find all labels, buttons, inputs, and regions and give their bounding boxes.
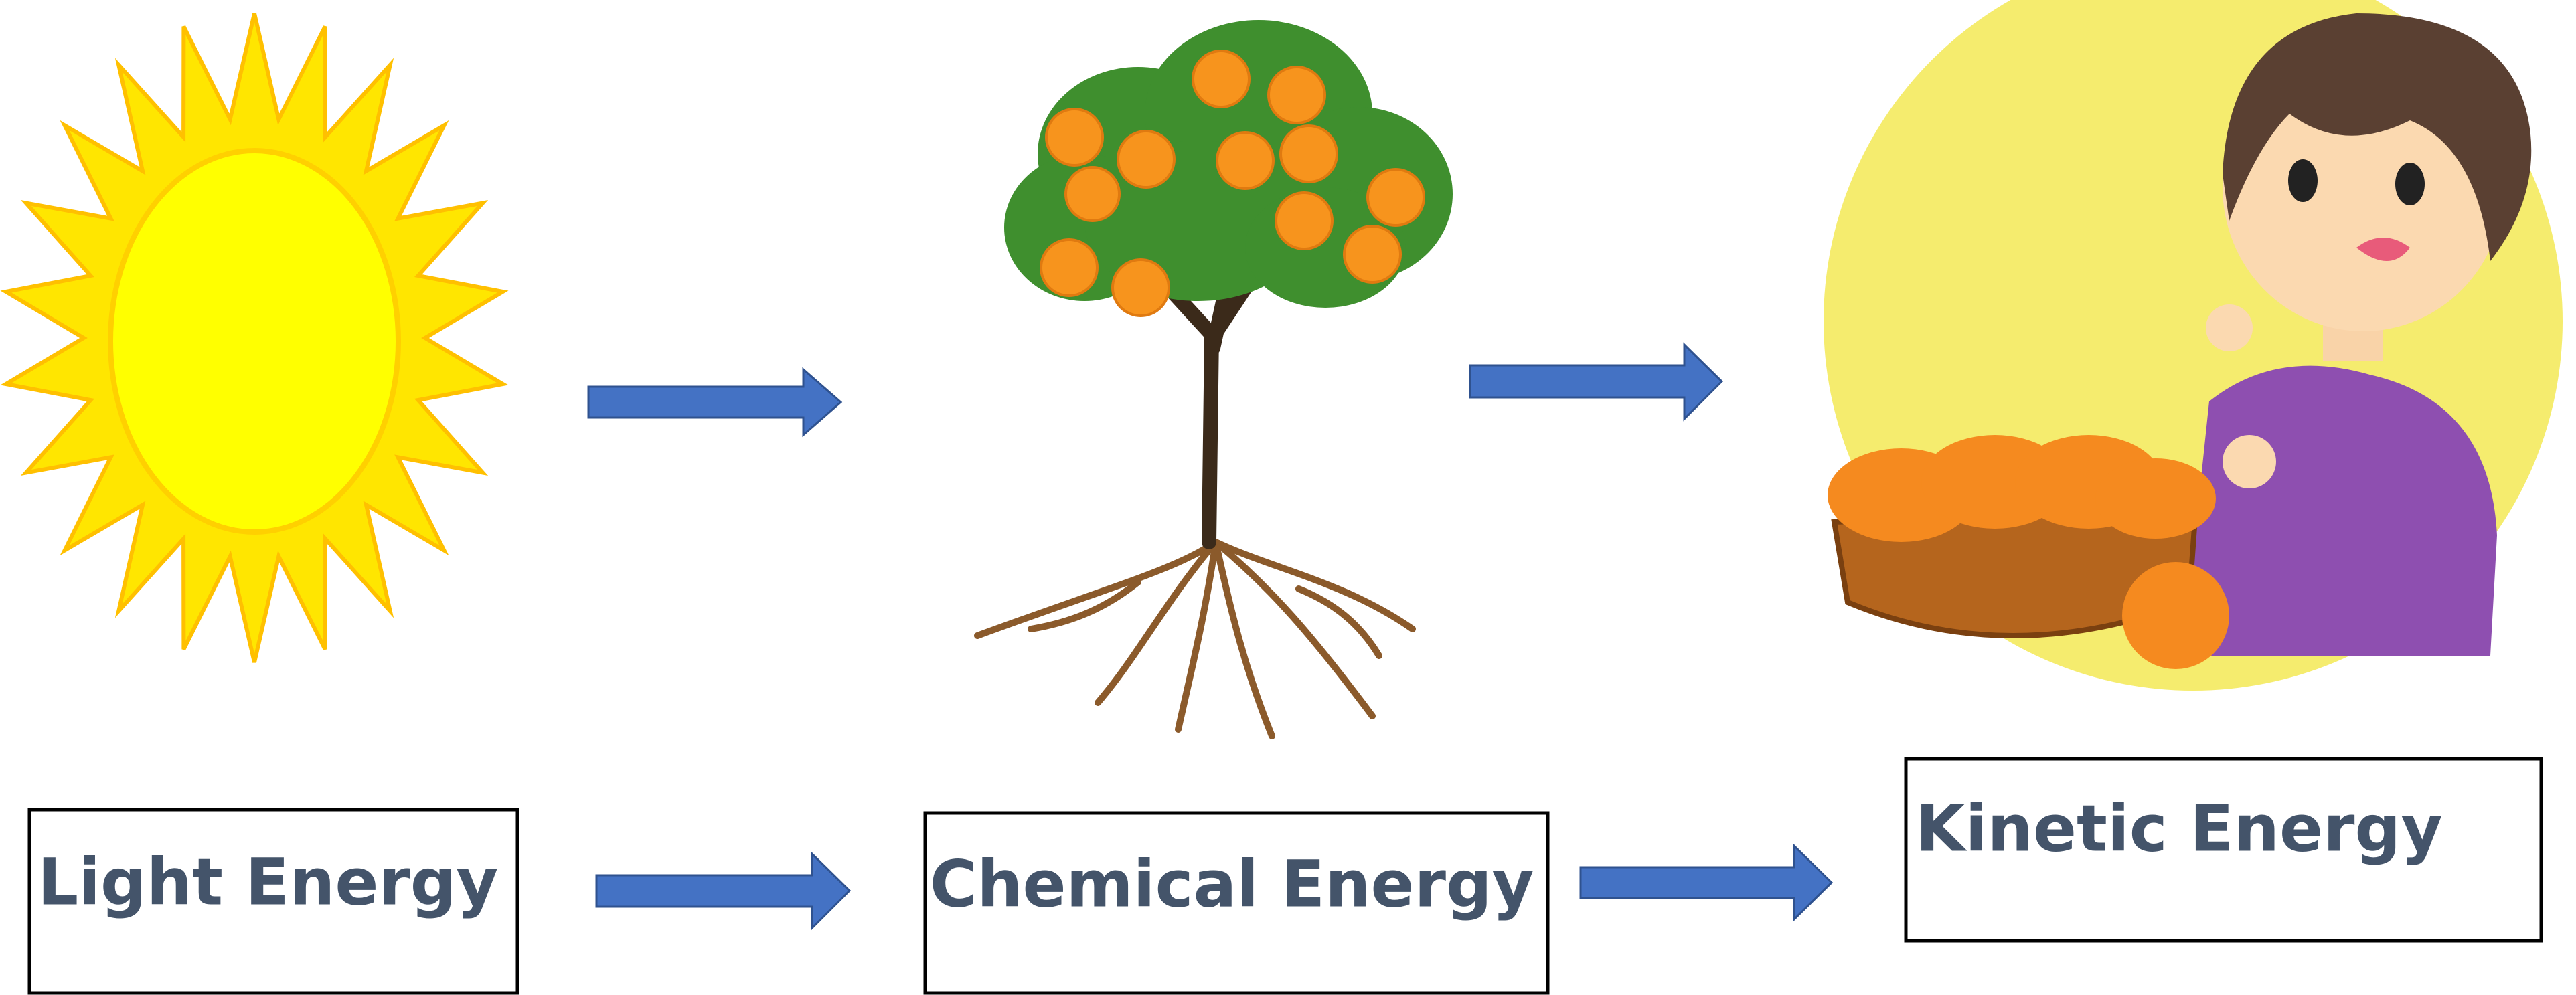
arrow: [1470, 345, 1722, 419]
step-label: Chemical Energy: [930, 846, 1534, 921]
step-label: Kinetic Energy: [1915, 791, 2443, 866]
energy-diagram: Light Energy Chemical Energy Kinetic Ene…: [0, 0, 2576, 995]
arrow: [596, 854, 850, 928]
sun-body: [110, 151, 398, 532]
arrow: [588, 369, 841, 435]
step-label: Light Energy: [37, 844, 498, 919]
boy-illustration: [1824, 0, 2563, 691]
arrow: [1581, 846, 1832, 919]
sun-illustration: [6, 13, 503, 662]
tree-illustration: [977, 20, 1453, 736]
